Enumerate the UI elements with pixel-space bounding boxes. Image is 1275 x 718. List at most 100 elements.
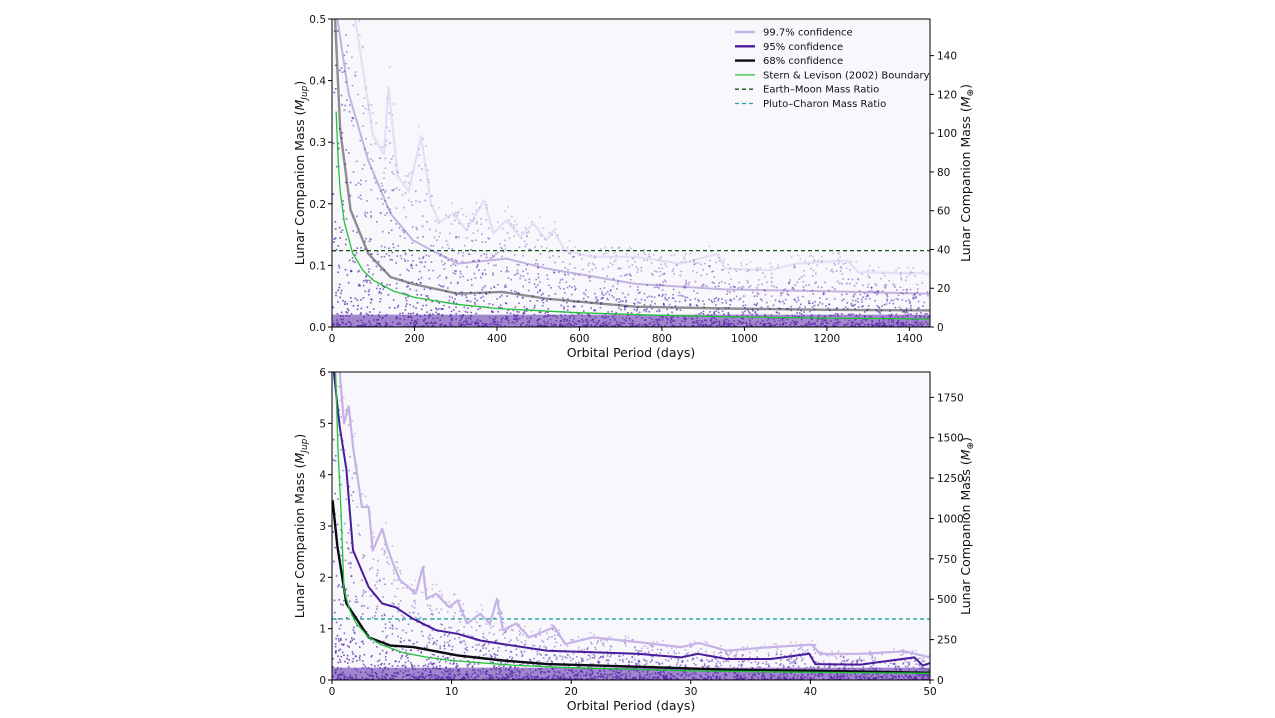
- scatter-point: [358, 34, 361, 36]
- scatter-point: [393, 188, 396, 191]
- scatter-point: [461, 260, 464, 263]
- scatter-point: [904, 279, 907, 282]
- scatter-point: [426, 311, 428, 313]
- scatter-point: [884, 284, 886, 287]
- scatter-point: [351, 420, 354, 422]
- scatter-point: [727, 307, 730, 309]
- scatter-point: [796, 312, 798, 314]
- scatter-point: [479, 625, 481, 627]
- scatter-point: [594, 309, 596, 312]
- scatter-point: [340, 416, 342, 418]
- scatter-point: [643, 259, 645, 262]
- scatter-point: [390, 229, 393, 232]
- scatter-point: [904, 312, 906, 314]
- scatter-point: [654, 286, 656, 289]
- scatter-point: [369, 237, 371, 240]
- scatter-point: [867, 308, 869, 311]
- scatter-point: [857, 306, 860, 308]
- scatter-point: [352, 653, 354, 655]
- scatter-point: [333, 238, 336, 240]
- scatter-point: [779, 308, 782, 310]
- scatter-point: [410, 264, 412, 267]
- scatter-point: [841, 313, 843, 315]
- scatter-point: [492, 661, 494, 664]
- scatter-point: [334, 546, 336, 549]
- scatter-point: [906, 276, 908, 278]
- scatter-point: [766, 281, 768, 284]
- scatter-point: [599, 306, 602, 309]
- scatter-point: [564, 273, 566, 275]
- scatter-point: [361, 167, 364, 170]
- scatter-point: [347, 594, 349, 597]
- scatter-point: [365, 138, 367, 140]
- scatter-point: [504, 210, 506, 212]
- scatter-point: [724, 282, 726, 284]
- scatter-point: [395, 223, 397, 225]
- scatter-point: [747, 309, 749, 312]
- scatter-point: [611, 310, 613, 313]
- scatter-point: [669, 665, 672, 667]
- scatter-point: [343, 522, 346, 525]
- scatter-point: [733, 290, 735, 293]
- scatter-point: [751, 313, 753, 316]
- scatter-point: [404, 260, 406, 262]
- scatter-point: [732, 285, 735, 288]
- scatter-point: [909, 300, 911, 303]
- scatter-point: [627, 636, 629, 639]
- scatter-point: [685, 279, 687, 282]
- scatter-point: [492, 254, 494, 257]
- scatter-point: [573, 256, 575, 258]
- scatter-point: [658, 294, 660, 297]
- scatter-point: [388, 306, 391, 309]
- scatter-point: [542, 298, 545, 301]
- scatter-point: [411, 605, 413, 608]
- scatter-point: [756, 663, 759, 666]
- scatter-point: [515, 637, 518, 639]
- scatter-point: [412, 643, 415, 645]
- scatter-point: [411, 583, 413, 586]
- scatter-point: [800, 303, 802, 306]
- scatter-point: [406, 587, 408, 589]
- scatter-point: [467, 253, 470, 255]
- scatter-point: [344, 268, 347, 271]
- scatter-point: [727, 313, 730, 315]
- scatter-point: [600, 303, 602, 305]
- scatter-point: [431, 195, 433, 198]
- scatter-point: [381, 649, 384, 652]
- scatter-point: [356, 308, 359, 311]
- scatter-point: [618, 246, 621, 249]
- scatter-point: [672, 288, 675, 291]
- scatter-point: [487, 262, 490, 265]
- scatter-point: [570, 638, 572, 641]
- scatter-point: [407, 285, 409, 287]
- scatter-point: [544, 238, 546, 241]
- scatter-point: [876, 290, 879, 292]
- scatter-point: [349, 456, 351, 458]
- scatter-point: [907, 313, 910, 315]
- scatter-point: [596, 642, 598, 645]
- legend-label: 99.7% confidence: [763, 28, 853, 39]
- scatter-point: [850, 302, 853, 305]
- scatter-point: [583, 292, 585, 294]
- scatter-point: [650, 272, 653, 275]
- scatter-point: [615, 254, 617, 257]
- scatter-point: [362, 280, 365, 282]
- scatter-point: [498, 306, 500, 308]
- scatter-point: [481, 273, 484, 276]
- scatter-point: [816, 264, 818, 267]
- scatter-point: [350, 297, 352, 299]
- scatter-point: [416, 236, 419, 239]
- scatter-point: [846, 307, 849, 310]
- scatter-point: [370, 298, 373, 300]
- scatter-point: [513, 313, 515, 316]
- scatter-point: [562, 300, 565, 302]
- scatter-point: [451, 248, 454, 250]
- scatter-point: [522, 275, 525, 277]
- scatter-point: [878, 311, 881, 313]
- scatter-point: [362, 105, 364, 107]
- scatter-point: [351, 651, 354, 653]
- scatter-point: [354, 74, 356, 77]
- scatter-point: [708, 660, 711, 663]
- scatter-point: [480, 223, 482, 225]
- scatter-point: [372, 308, 375, 310]
